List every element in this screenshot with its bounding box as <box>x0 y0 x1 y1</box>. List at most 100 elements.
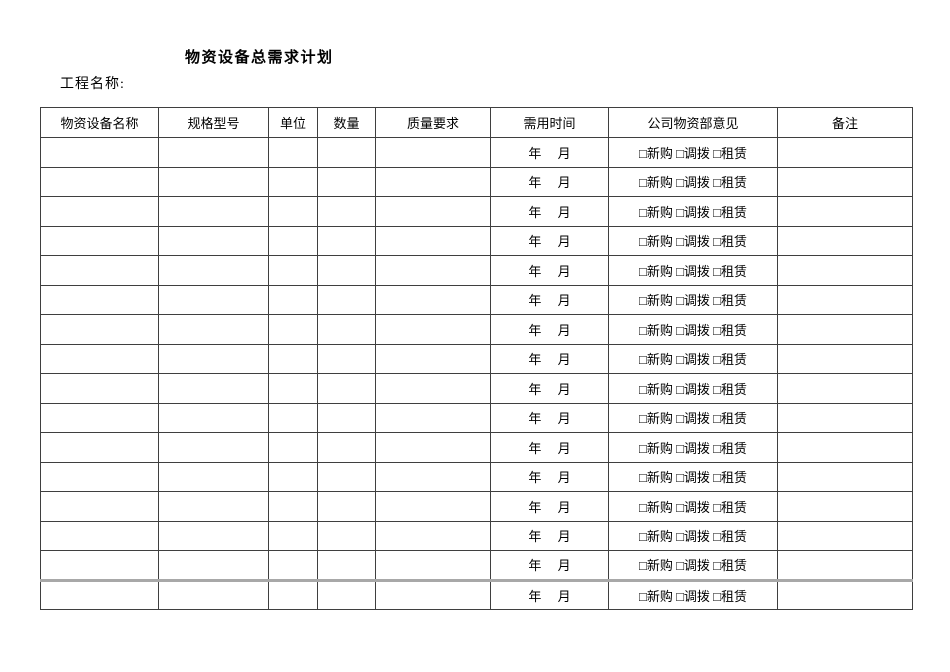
cell-material-name[interactable] <box>40 491 159 522</box>
cell-quality-requirement[interactable] <box>375 578 491 610</box>
cell-remark[interactable] <box>777 550 913 581</box>
cell-quantity[interactable] <box>317 314 376 345</box>
cell-remark[interactable] <box>777 373 913 404</box>
opinion-checkbox-options[interactable]: □新购 □调拨 □租赁 <box>638 440 748 456</box>
cell-required-time[interactable]: 年 月 <box>490 373 609 404</box>
cell-required-time[interactable]: 年 月 <box>490 343 609 374</box>
cell-quantity[interactable] <box>317 520 376 551</box>
cell-quality-requirement[interactable] <box>375 284 491 315</box>
cell-quantity[interactable] <box>317 196 376 227</box>
cell-spec-model[interactable] <box>158 520 269 551</box>
opinion-checkbox-options[interactable]: □新购 □调拨 □租赁 <box>638 529 748 545</box>
opinion-checkbox-options[interactable]: □新购 □调拨 □租赁 <box>638 322 748 338</box>
opinion-checkbox-options[interactable]: □新购 □调拨 □租赁 <box>638 470 748 486</box>
cell-required-time[interactable]: 年 月 <box>490 137 609 168</box>
cell-quality-requirement[interactable] <box>375 137 491 168</box>
opinion-checkbox-options[interactable]: □新购 □调拨 □租赁 <box>638 558 748 574</box>
cell-material-name[interactable] <box>40 255 159 286</box>
cell-department-opinion[interactable]: □新购 □调拨 □租赁 <box>608 284 778 315</box>
cell-unit[interactable] <box>268 343 318 374</box>
cell-spec-model[interactable] <box>158 166 269 197</box>
cell-material-name[interactable] <box>40 343 159 374</box>
opinion-checkbox-options[interactable]: □新购 □调拨 □租赁 <box>638 588 748 604</box>
cell-quantity[interactable] <box>317 461 376 492</box>
cell-quantity[interactable] <box>317 137 376 168</box>
cell-unit[interactable] <box>268 196 318 227</box>
cell-spec-model[interactable] <box>158 284 269 315</box>
cell-quantity[interactable] <box>317 343 376 374</box>
cell-unit[interactable] <box>268 137 318 168</box>
cell-remark[interactable] <box>777 402 913 433</box>
cell-quality-requirement[interactable] <box>375 461 491 492</box>
cell-unit[interactable] <box>268 550 318 581</box>
cell-required-time[interactable]: 年 月 <box>490 402 609 433</box>
cell-department-opinion[interactable]: □新购 □调拨 □租赁 <box>608 255 778 286</box>
cell-remark[interactable] <box>777 284 913 315</box>
cell-quality-requirement[interactable] <box>375 343 491 374</box>
cell-quantity[interactable] <box>317 166 376 197</box>
cell-unit[interactable] <box>268 461 318 492</box>
cell-spec-model[interactable] <box>158 402 269 433</box>
cell-quality-requirement[interactable] <box>375 196 491 227</box>
cell-required-time[interactable]: 年 月 <box>490 461 609 492</box>
cell-department-opinion[interactable]: □新购 □调拨 □租赁 <box>608 314 778 345</box>
cell-material-name[interactable] <box>40 284 159 315</box>
cell-remark[interactable] <box>777 461 913 492</box>
cell-department-opinion[interactable]: □新购 □调拨 □租赁 <box>608 166 778 197</box>
cell-department-opinion[interactable]: □新购 □调拨 □租赁 <box>608 491 778 522</box>
opinion-checkbox-options[interactable]: □新购 □调拨 □租赁 <box>638 381 748 397</box>
cell-quality-requirement[interactable] <box>375 491 491 522</box>
cell-unit[interactable] <box>268 166 318 197</box>
opinion-checkbox-options[interactable]: □新购 □调拨 □租赁 <box>638 175 748 191</box>
cell-quality-requirement[interactable] <box>375 166 491 197</box>
cell-department-opinion[interactable]: □新购 □调拨 □租赁 <box>608 225 778 256</box>
cell-department-opinion[interactable]: □新购 □调拨 □租赁 <box>608 578 778 610</box>
cell-material-name[interactable] <box>40 520 159 551</box>
cell-unit[interactable] <box>268 284 318 315</box>
cell-required-time[interactable]: 年 月 <box>490 550 609 581</box>
cell-spec-model[interactable] <box>158 461 269 492</box>
cell-remark[interactable] <box>777 225 913 256</box>
cell-quality-requirement[interactable] <box>375 255 491 286</box>
cell-required-time[interactable]: 年 月 <box>490 520 609 551</box>
cell-department-opinion[interactable]: □新购 □调拨 □租赁 <box>608 373 778 404</box>
cell-unit[interactable] <box>268 520 318 551</box>
cell-material-name[interactable] <box>40 314 159 345</box>
opinion-checkbox-options[interactable]: □新购 □调拨 □租赁 <box>638 293 748 309</box>
cell-spec-model[interactable] <box>158 343 269 374</box>
cell-spec-model[interactable] <box>158 550 269 581</box>
cell-quality-requirement[interactable] <box>375 402 491 433</box>
cell-required-time[interactable]: 年 月 <box>490 432 609 463</box>
cell-required-time[interactable]: 年 月 <box>490 255 609 286</box>
cell-spec-model[interactable] <box>158 196 269 227</box>
cell-department-opinion[interactable]: □新购 □调拨 □租赁 <box>608 461 778 492</box>
cell-quantity[interactable] <box>317 432 376 463</box>
cell-remark[interactable] <box>777 578 913 610</box>
cell-quantity[interactable] <box>317 550 376 581</box>
cell-material-name[interactable] <box>40 196 159 227</box>
cell-remark[interactable] <box>777 137 913 168</box>
cell-spec-model[interactable] <box>158 225 269 256</box>
opinion-checkbox-options[interactable]: □新购 □调拨 □租赁 <box>638 263 748 279</box>
cell-material-name[interactable] <box>40 137 159 168</box>
cell-material-name[interactable] <box>40 402 159 433</box>
cell-remark[interactable] <box>777 520 913 551</box>
opinion-checkbox-options[interactable]: □新购 □调拨 □租赁 <box>638 204 748 220</box>
cell-material-name[interactable] <box>40 578 159 610</box>
cell-quality-requirement[interactable] <box>375 550 491 581</box>
cell-spec-model[interactable] <box>158 137 269 168</box>
cell-remark[interactable] <box>777 432 913 463</box>
cell-department-opinion[interactable]: □新购 □调拨 □租赁 <box>608 402 778 433</box>
cell-unit[interactable] <box>268 491 318 522</box>
opinion-checkbox-options[interactable]: □新购 □调拨 □租赁 <box>638 234 748 250</box>
opinion-checkbox-options[interactable]: □新购 □调拨 □租赁 <box>638 352 748 368</box>
cell-required-time[interactable]: 年 月 <box>490 314 609 345</box>
cell-remark[interactable] <box>777 314 913 345</box>
cell-quality-requirement[interactable] <box>375 520 491 551</box>
cell-remark[interactable] <box>777 255 913 286</box>
cell-required-time[interactable]: 年 月 <box>490 578 609 610</box>
cell-unit[interactable] <box>268 578 318 610</box>
cell-material-name[interactable] <box>40 166 159 197</box>
cell-quantity[interactable] <box>317 284 376 315</box>
cell-required-time[interactable]: 年 月 <box>490 196 609 227</box>
